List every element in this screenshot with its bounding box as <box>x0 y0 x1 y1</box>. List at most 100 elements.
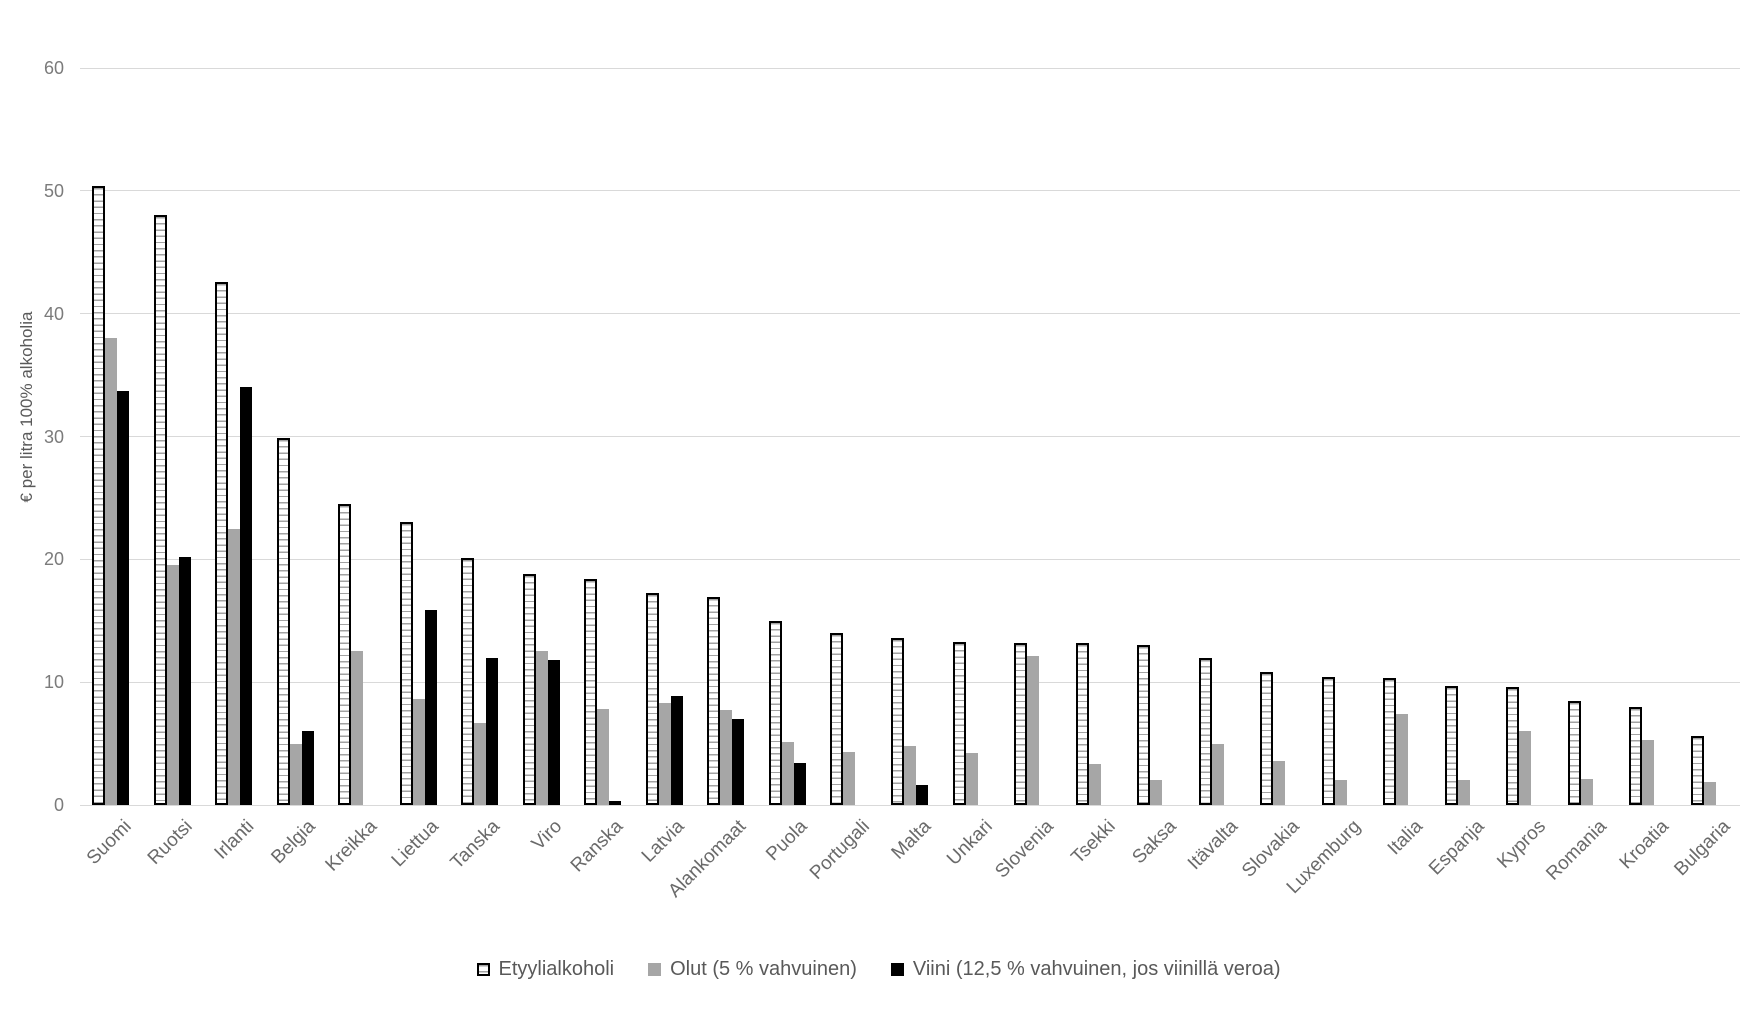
bar-etyyli-itävalta <box>1198 657 1212 805</box>
bar-group-italia <box>1371 68 1432 805</box>
x-axis-label-latvia: Latvia <box>638 816 689 867</box>
bar-olut-kreikka <box>351 651 364 805</box>
bar-etyyli-alankomaat <box>707 597 721 805</box>
bar-olut-malta <box>904 746 917 805</box>
bar-viini-ranska <box>609 801 622 805</box>
bar-group-puola <box>756 68 817 805</box>
x-axis-label-tsekki: Tsekki <box>1067 816 1120 869</box>
bar-olut-ranska <box>597 709 610 805</box>
bar-viini-puola <box>793 763 806 805</box>
bar-etyyli-ranska <box>584 579 598 805</box>
bar-group-kroatia <box>1617 68 1678 805</box>
bar-group-liettua <box>387 68 448 805</box>
bar-group-tanska <box>449 68 510 805</box>
bar-olut-bulgaria <box>1703 781 1716 805</box>
bar-group-ranska <box>572 68 633 805</box>
bar-olut-suomi <box>105 338 118 805</box>
x-axis-label-espanja: Espanja <box>1424 816 1489 880</box>
bar-viini-viro <box>547 660 560 805</box>
bar-viini-belgia <box>301 731 314 805</box>
x-axis-label-suomi: Suomi <box>82 816 136 869</box>
gridline-0 <box>80 804 1740 806</box>
bar-group-portugali <box>818 68 879 805</box>
x-axis-label-itävalta: Itävalta <box>1184 816 1243 875</box>
x-axis-label-irlanti: Irlanti <box>210 816 259 864</box>
gridline-40 <box>80 313 1740 315</box>
bar-olut-latvia <box>658 703 671 805</box>
bar-olut-unkari <box>965 753 978 805</box>
bar-etyyli-ruotsi <box>153 215 167 805</box>
bar-olut-kroatia <box>1642 739 1655 805</box>
bar-etyyli-belgia <box>276 437 290 805</box>
bar-group-suomi <box>80 68 141 805</box>
bar-group-slovenia <box>1002 68 1063 805</box>
bar-etyyli-liettua <box>399 522 413 805</box>
bar-etyyli-irlanti <box>215 281 229 805</box>
bar-etyyli-viro <box>522 574 536 805</box>
bar-group-malta <box>879 68 940 805</box>
bar-olut-espanja <box>1457 780 1470 805</box>
bar-etyyli-unkari <box>952 641 966 805</box>
bar-viini-ruotsi <box>178 556 191 805</box>
legend: Etyylialkoholi Olut (5 % vahvuinen) Viini … <box>0 958 1757 981</box>
bar-etyyli-slovakia <box>1260 672 1274 805</box>
bar-etyyli-slovenia <box>1014 642 1028 805</box>
bar-group-tsekki <box>1064 68 1125 805</box>
bar-etyyli-suomi <box>92 185 106 805</box>
bar-etyyli-romania <box>1567 700 1581 805</box>
x-axis-label-puola: Puola <box>762 816 812 866</box>
legend-item-etyyli: Etyylialkoholi <box>476 958 614 981</box>
bar-viini-latvia <box>670 695 683 805</box>
x-axis-label-viro: Viro <box>527 816 566 855</box>
bar-etyyli-italia <box>1383 678 1397 805</box>
gridline-30 <box>80 436 1740 437</box>
bar-group-belgia <box>264 68 325 805</box>
gridline-10 <box>80 681 1740 683</box>
bar-olut-tanska <box>474 722 487 805</box>
bar-olut-belgia <box>289 743 302 805</box>
bar-group-bulgaria <box>1679 68 1740 805</box>
x-axis-label-unkari: Unkari <box>942 816 997 870</box>
legend-label-viini: Viini (12,5 % vahvuinen, jos viinillä ve… <box>912 958 1281 980</box>
bar-etyyli-portugali <box>830 633 843 805</box>
bar-olut-slovakia <box>1273 760 1286 805</box>
legend-item-olut: Olut (5 % vahvuinen) <box>648 958 857 981</box>
bar-etyyli-tsekki <box>1075 642 1089 805</box>
bar-viini-malta <box>916 785 929 805</box>
gridline-60 <box>80 67 1740 69</box>
bar-group-slovakia <box>1248 68 1309 805</box>
plot-area <box>80 67 1740 806</box>
x-axis-label-ruotsi: Ruotsi <box>144 816 198 869</box>
bar-etyyli-puola <box>768 620 782 805</box>
x-axis-label-belgia: Belgia <box>267 816 321 869</box>
bar-group-unkari <box>941 68 1002 805</box>
y-tick-label-50: 50 <box>43 180 64 201</box>
bar-olut-viro <box>535 651 548 805</box>
bar-group-irlanti <box>203 68 264 805</box>
y-tick-label-30: 30 <box>43 426 64 447</box>
y-tick-label-10: 10 <box>43 672 64 693</box>
bar-group-kreikka <box>326 68 387 805</box>
bar-olut-saksa <box>1150 780 1163 805</box>
gridline-20 <box>80 558 1740 560</box>
bar-group-latvia <box>633 68 694 805</box>
bar-group-kypros <box>1494 68 1555 805</box>
bar-olut-slovenia <box>1027 656 1040 805</box>
y-tick-label-0: 0 <box>53 795 64 815</box>
bar-group-ruotsi <box>141 68 202 805</box>
bar-viini-irlanti <box>240 387 253 805</box>
y-tick-label-40: 40 <box>43 303 64 324</box>
x-axis-label-kreikka: Kreikka <box>321 816 382 876</box>
bar-olut-irlanti <box>228 528 241 805</box>
legend-label-olut: Olut (5 % vahvuinen) <box>670 958 857 980</box>
bar-olut-itävalta <box>1211 743 1224 805</box>
bar-etyyli-espanja <box>1444 685 1458 805</box>
x-axis-label-italia: Italia <box>1383 816 1427 860</box>
bar-olut-italia <box>1396 714 1409 805</box>
x-axis-label-bulgaria: Bulgaria <box>1669 816 1735 881</box>
bar-viini-suomi <box>117 391 130 805</box>
y-axis-title: € per litra 100% alkoholia <box>17 311 36 503</box>
bar-etyyli-kypros <box>1506 687 1520 805</box>
legend-item-viini: Viini (12,5 % vahvuinen, jos viinillä ve… <box>890 958 1281 981</box>
